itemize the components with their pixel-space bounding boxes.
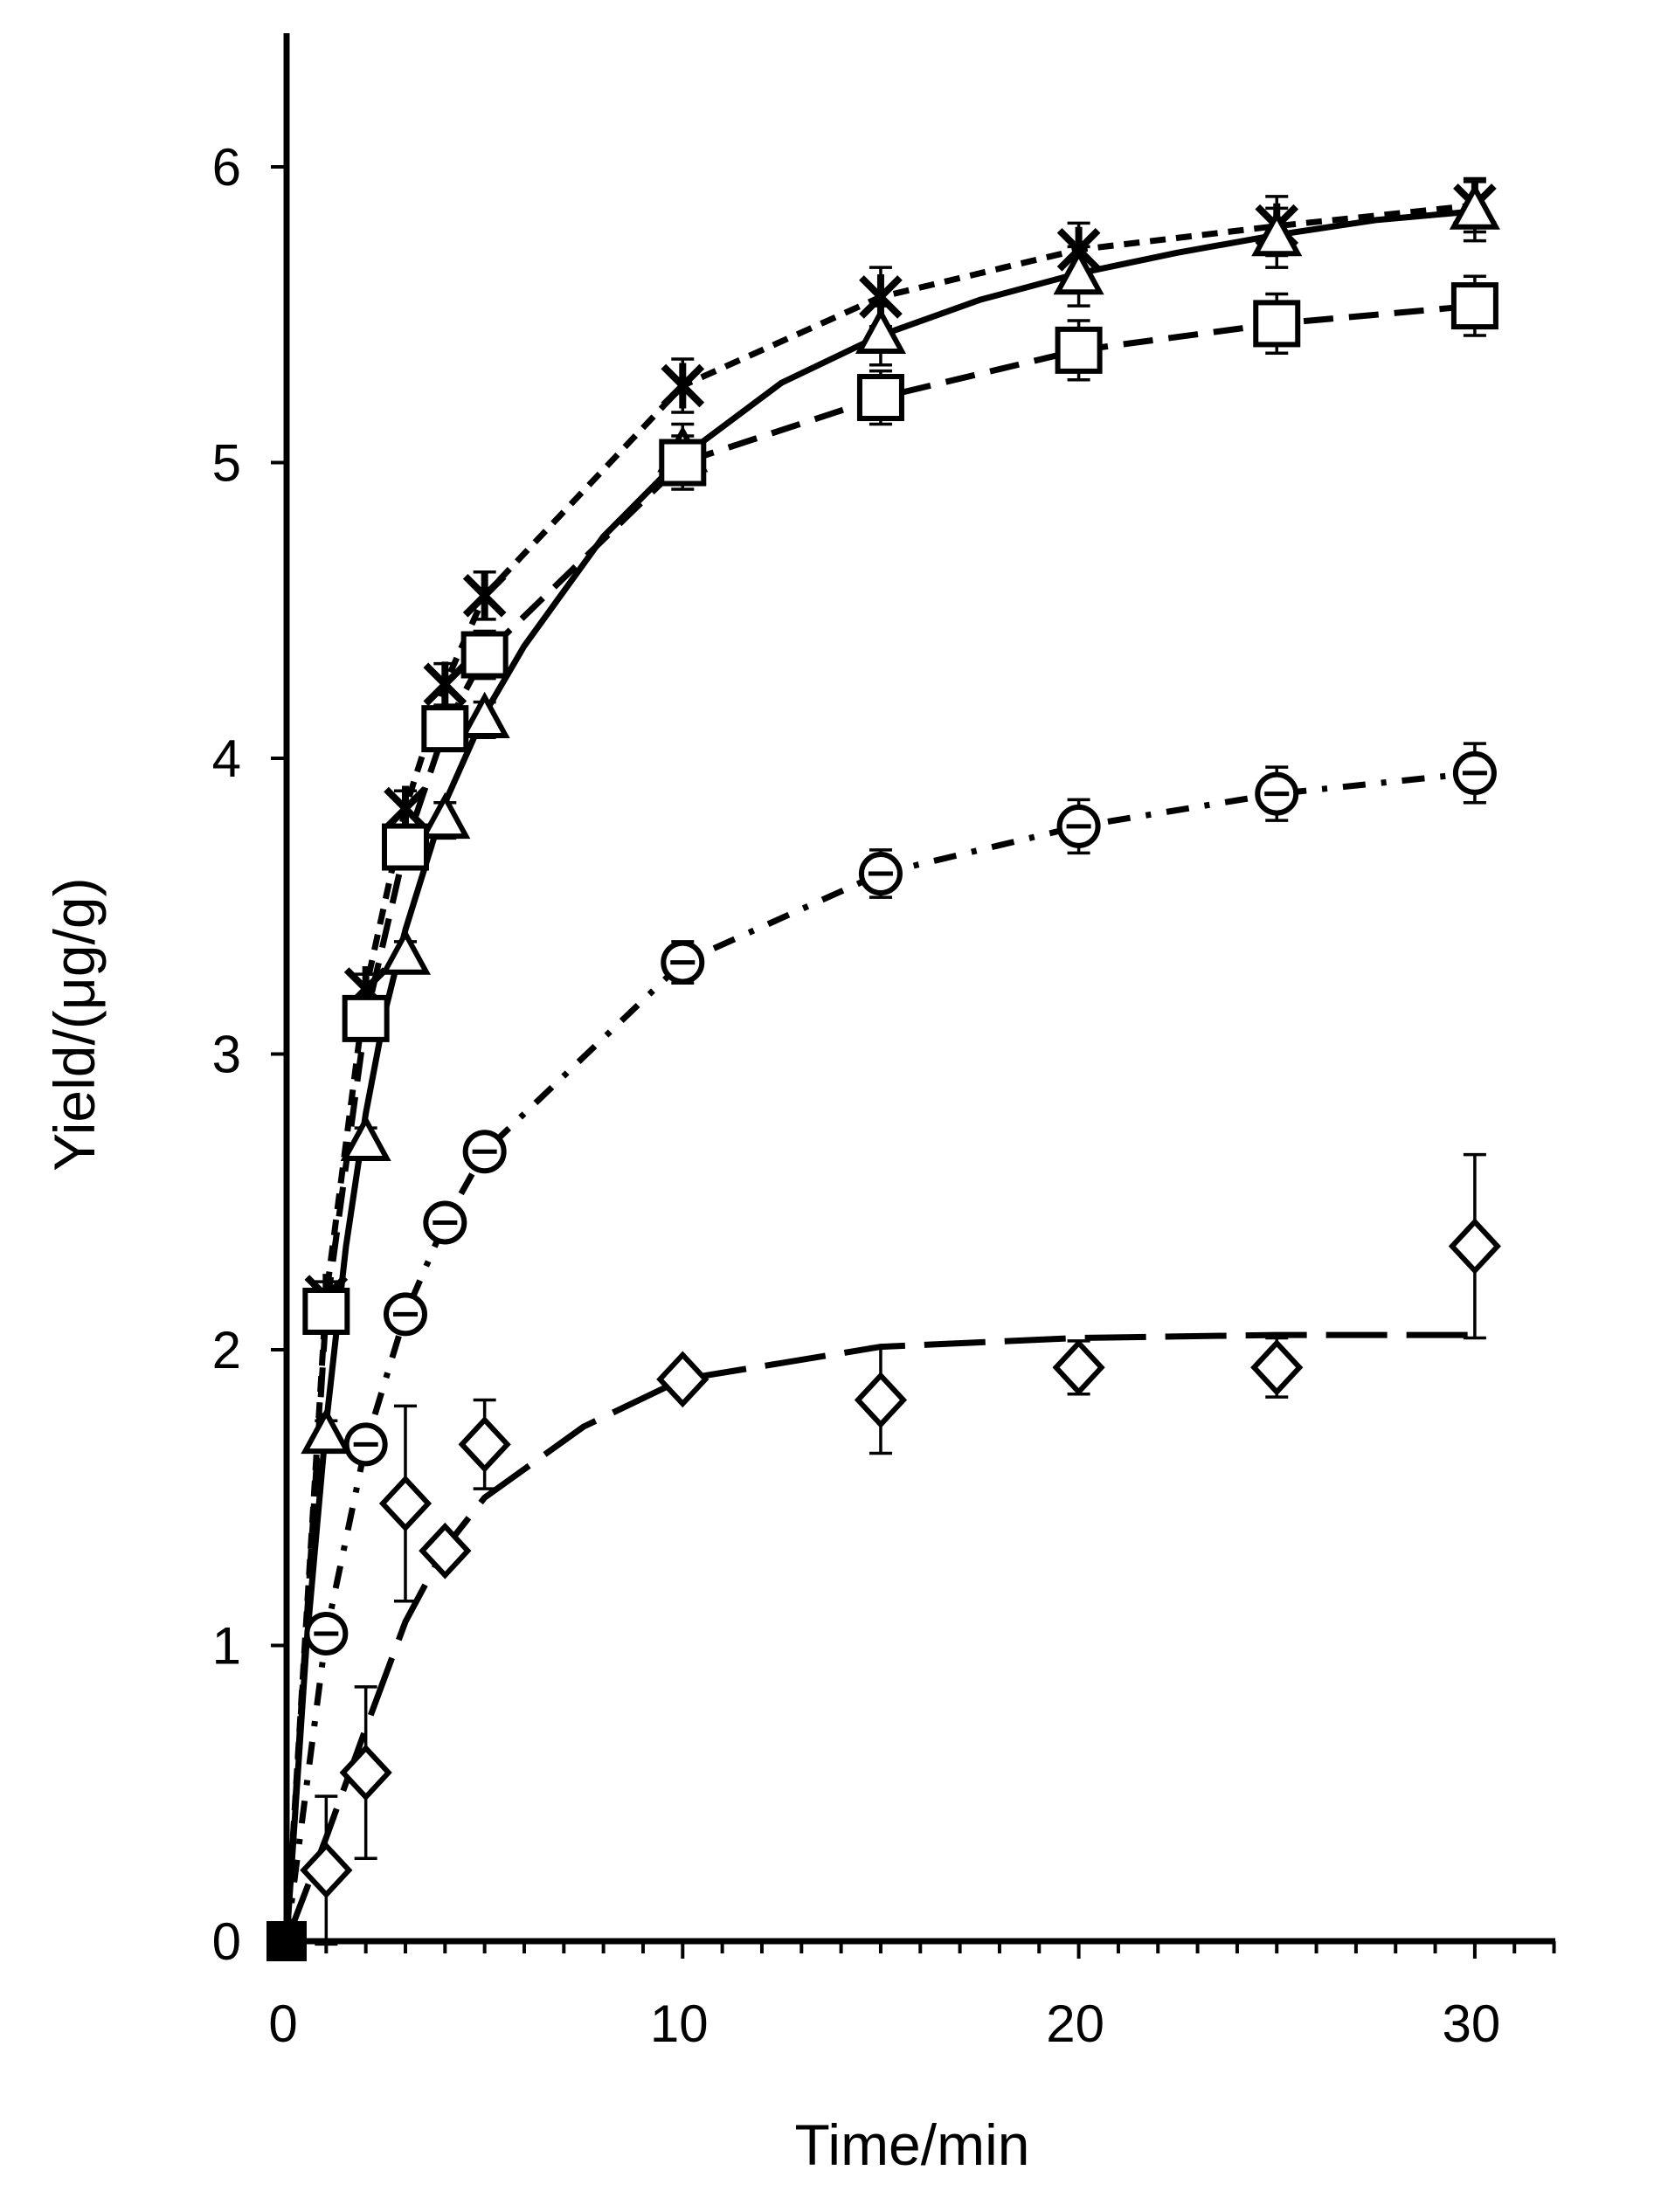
data-point-asterisk: [423, 661, 467, 708]
data-point-triangle: [1251, 209, 1303, 257]
y-tick-label: 0: [212, 1912, 241, 1971]
x-tick-label: 10: [650, 1994, 709, 2053]
y-tick-label: 1: [212, 1617, 241, 1676]
data-point-square: [1055, 326, 1103, 374]
y-tick-label: 4: [212, 729, 241, 788]
data-point-asterisk: [462, 572, 507, 619]
fit-line-triangle: [283, 208, 1476, 1942]
data-point-square: [856, 374, 904, 422]
data-point-triangle: [1449, 183, 1500, 230]
data-point-diamond: [854, 1372, 908, 1428]
y-tick-label: 6: [212, 138, 241, 197]
data-point-triangle: [379, 928, 432, 975]
data-point-triangle: [855, 307, 907, 354]
data-point-square: [421, 705, 469, 753]
error-bars: [315, 176, 1486, 1946]
data-point-diamond: [419, 1522, 472, 1580]
x-tick-label: 20: [1046, 1994, 1104, 2053]
data-point-square: [342, 994, 390, 1042]
y-tick-label: 3: [212, 1026, 241, 1084]
data-point-diamond: [1448, 1218, 1501, 1275]
data-point-diamond: [458, 1415, 511, 1473]
data-point-square: [302, 1287, 350, 1335]
y-tick-label: 5: [212, 434, 241, 493]
data-point-triangle: [459, 691, 510, 738]
fit-line-diamond: [283, 1331, 1475, 1943]
y-axis-title: Yield/(μg/g): [42, 877, 107, 1171]
ticks: [271, 165, 1556, 1959]
data-point-square: [460, 631, 509, 679]
data-point-asterisk: [661, 363, 705, 409]
data-point-triangle: [419, 791, 471, 840]
x-tick-label: 30: [1443, 1994, 1501, 2053]
data-point-square: [1450, 282, 1498, 330]
data-point-diamond: [1052, 1338, 1105, 1396]
data-point-diamond: [378, 1475, 433, 1532]
data-point-triangle: [1053, 247, 1104, 295]
data-point-triangle: [301, 1407, 352, 1455]
fit-lines: [283, 202, 1476, 1943]
x-axis-title: Time/min: [795, 2112, 1030, 2177]
fit-line-square: [283, 302, 1476, 1942]
data-point-square: [659, 439, 707, 487]
x-tick-label: 0: [268, 1994, 297, 2053]
data-point-diamond: [1250, 1338, 1304, 1396]
data-point-diamond: [656, 1351, 709, 1408]
tick-labels: 0 1 2 3 4 5 6 0 10 20 30: [212, 138, 1501, 2053]
data-markers: [266, 183, 1501, 1961]
fit-line-asterisk: [283, 202, 1476, 1942]
data-point-square: [1253, 300, 1301, 348]
data-point-square: [381, 823, 429, 871]
data-point-triangle: [340, 1114, 391, 1162]
data-point-diamond: [300, 1842, 353, 1899]
data-point-diamond: [339, 1744, 392, 1801]
y-tick-label: 2: [212, 1321, 241, 1379]
